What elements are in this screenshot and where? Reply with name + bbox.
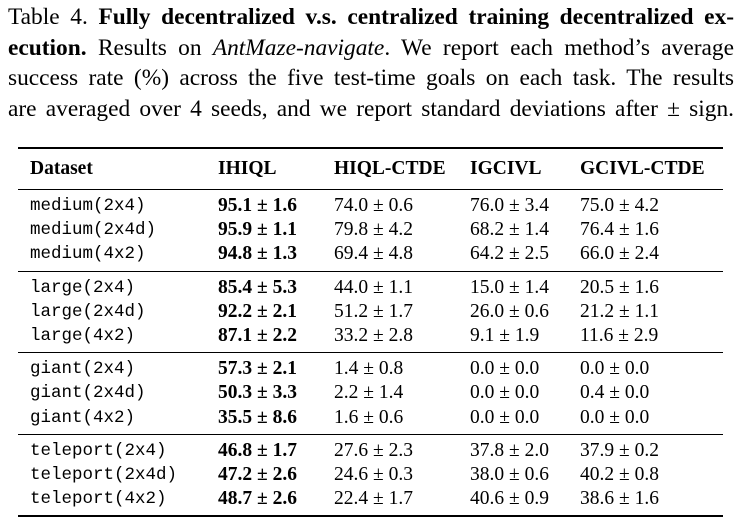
dataset-cell: teleport(4x2) — [18, 487, 218, 517]
header-hiql-ctde: HIQL-CTDE — [334, 147, 470, 190]
value-cell: 26.0 ± 0.6 — [470, 300, 549, 322]
dataset-cell: giant(4x2) — [18, 405, 218, 435]
dataset-cell: large(2x4d) — [30, 301, 146, 322]
table-caption: Table 4. Fully decentralized v.s. centra… — [8, 2, 734, 124]
value-cell: 2.2 ± 1.4 — [334, 382, 404, 404]
value-cell: 44.0 ± 1.1 — [334, 276, 413, 298]
table-row: large(4x2) 87.1 ± 2.2 33.2 ± 2.8 9.1 ± 1.9 1… — [18, 323, 723, 354]
value-cell: 37.9 ± 0.2 — [580, 439, 659, 461]
value-cell: 33.2 ± 2.8 — [334, 323, 470, 354]
value-cell: 47.2 ± 2.6 — [218, 463, 297, 485]
value-cell: 40.2 ± 0.8 — [580, 463, 659, 485]
table-row: teleport(2x4d) 47.2 ± 2.6 24.6 ± 0.3 38.0 ±… — [18, 463, 723, 487]
dataset-cell: teleport(2x4d) — [30, 464, 178, 485]
value-cell: 0.0 ± 0.0 — [580, 358, 650, 380]
dataset-cell: giant(2x4) — [30, 359, 136, 380]
table-row: large(2x4) 85.4 ± 5.3 44.0 ± 1.1 15.0 ± 1.4… — [18, 271, 723, 300]
value-cell: 22.4 ± 1.7 — [334, 487, 470, 517]
dataset-cell: giant(2x4d) — [30, 383, 146, 404]
table-header-row: Dataset IHIQL HIQL-CTDE IGCIVL GCIVL-CTD… — [18, 147, 723, 190]
value-cell: 0.0 ± 0.0 — [470, 382, 540, 404]
caption-label: Table 4. — [8, 4, 88, 30]
value-cell: 76.0 ± 3.4 — [470, 195, 549, 217]
dataset-cell: medium(2x4) — [30, 196, 146, 217]
value-cell: 1.4 ± 0.8 — [334, 358, 404, 380]
value-cell: 35.5 ± 8.6 — [218, 405, 334, 435]
value-cell: 48.7 ± 2.6 — [218, 487, 334, 517]
value-cell: 94.8 ± 1.3 — [218, 242, 334, 272]
table-body: medium(2x4) 95.1 ± 1.6 74.0 ± 0.6 76.0 ± 3.… — [18, 190, 723, 517]
value-cell: 21.2 ± 1.1 — [580, 300, 659, 322]
value-cell: 20.5 ± 1.6 — [580, 276, 659, 298]
value-cell: 92.2 ± 2.1 — [218, 300, 297, 322]
caption-bold-title-1: Fully decentralized v.s. centralized tra… — [98, 4, 734, 30]
caption-line-3: success rate (%) across the five test-ti… — [8, 65, 734, 91]
dataset-cell: medium(2x4d) — [30, 220, 157, 241]
value-cell: 27.6 ± 2.3 — [334, 439, 413, 461]
table-row: medium(2x4) 95.1 ± 1.6 74.0 ± 0.6 76.0 ± 3.… — [18, 190, 723, 219]
results-table-container: Dataset IHIQL HIQL-CTDE IGCIVL GCIVL-CTD… — [18, 147, 723, 517]
value-cell: 79.8 ± 4.2 — [334, 219, 413, 241]
table-row: giant(2x4) 57.3 ± 2.1 1.4 ± 0.8 0.0 ± 0.0 0.… — [18, 353, 723, 382]
value-cell: 24.6 ± 0.3 — [334, 463, 413, 485]
results-table: Dataset IHIQL HIQL-CTDE IGCIVL GCIVL-CTD… — [18, 147, 723, 517]
table-row: teleport(2x4) 46.8 ± 1.7 27.6 ± 2.3 37.8 ± … — [18, 434, 723, 463]
value-cell: 66.0 ± 2.4 — [580, 242, 723, 272]
header-igcivl: IGCIVL — [470, 147, 580, 190]
value-cell: 38.6 ± 1.6 — [580, 487, 723, 517]
caption-line-1: Table 4. Fully decentralized v.s. centra… — [8, 2, 734, 33]
table-row: giant(2x4d) 50.3 ± 3.3 2.2 ± 1.4 0.0 ± 0.0 0… — [18, 381, 723, 405]
value-cell: 74.0 ± 0.6 — [334, 195, 413, 217]
value-cell: 87.1 ± 2.2 — [218, 323, 334, 354]
value-cell: 68.2 ± 1.4 — [470, 219, 549, 241]
value-cell: 50.3 ± 3.3 — [218, 382, 297, 404]
value-cell: 0.0 ± 0.0 — [580, 405, 723, 435]
value-cell: 11.6 ± 2.9 — [580, 323, 723, 354]
value-cell: 15.0 ± 1.4 — [470, 276, 549, 298]
dataset-cell: large(4x2) — [18, 323, 218, 354]
value-cell: 51.2 ± 1.7 — [334, 300, 413, 322]
value-cell: 0.4 ± 0.0 — [580, 382, 650, 404]
caption-line-4: are averaged over 4 seeds, and we report… — [8, 95, 734, 122]
header-ihiql: IHIQL — [218, 147, 334, 190]
value-cell: 9.1 ± 1.9 — [470, 323, 580, 354]
caption-env-name: AntMaze-navigate — [212, 34, 385, 61]
dataset-cell: teleport(2x4) — [30, 440, 167, 461]
value-cell: 95.1 ± 1.6 — [218, 195, 297, 217]
value-cell: 0.0 ± 0.0 — [470, 358, 540, 380]
value-cell: 1.6 ± 0.6 — [334, 405, 470, 435]
caption-bold-title-2: ecution. — [8, 34, 87, 61]
value-cell: 95.9 ± 1.1 — [218, 219, 297, 241]
value-cell: 76.4 ± 1.6 — [580, 219, 659, 241]
header-gcivl-ctde: GCIVL-CTDE — [580, 147, 723, 190]
value-cell: 40.6 ± 0.9 — [470, 487, 580, 517]
value-cell: 37.8 ± 2.0 — [470, 439, 549, 461]
caption-text-before-italic: Results on — [97, 34, 213, 61]
dataset-cell: medium(4x2) — [18, 242, 218, 272]
table-row: giant(4x2) 35.5 ± 8.6 1.6 ± 0.6 0.0 ± 0.0 0.… — [18, 405, 723, 435]
header-dataset: Dataset — [18, 147, 218, 190]
value-cell: 38.0 ± 0.6 — [470, 463, 549, 485]
caption-line-2: ecution. Results on AntMaze-navigate. We… — [8, 33, 734, 64]
table-row: medium(2x4d) 95.9 ± 1.1 79.8 ± 4.2 68.2 ± 1… — [18, 218, 723, 242]
value-cell: 75.0 ± 4.2 — [580, 195, 659, 217]
value-cell: 64.2 ± 2.5 — [470, 242, 580, 272]
value-cell: 85.4 ± 5.3 — [218, 276, 297, 298]
table-row: teleport(4x2) 48.7 ± 2.6 22.4 ± 1.7 40.6 ± … — [18, 487, 723, 517]
table-row: medium(4x2) 94.8 ± 1.3 69.4 ± 4.8 64.2 ± 2.… — [18, 242, 723, 272]
dataset-cell: large(2x4) — [30, 277, 136, 298]
value-cell: 69.4 ± 4.8 — [334, 242, 470, 272]
caption-line-2-rest: . We report each method’s average — [384, 34, 734, 61]
table-row: large(2x4d) 92.2 ± 2.1 51.2 ± 1.7 26.0 ± 0.… — [18, 300, 723, 324]
value-cell: 57.3 ± 2.1 — [218, 358, 297, 380]
value-cell: 0.0 ± 0.0 — [470, 405, 580, 435]
value-cell: 46.8 ± 1.7 — [218, 439, 297, 461]
